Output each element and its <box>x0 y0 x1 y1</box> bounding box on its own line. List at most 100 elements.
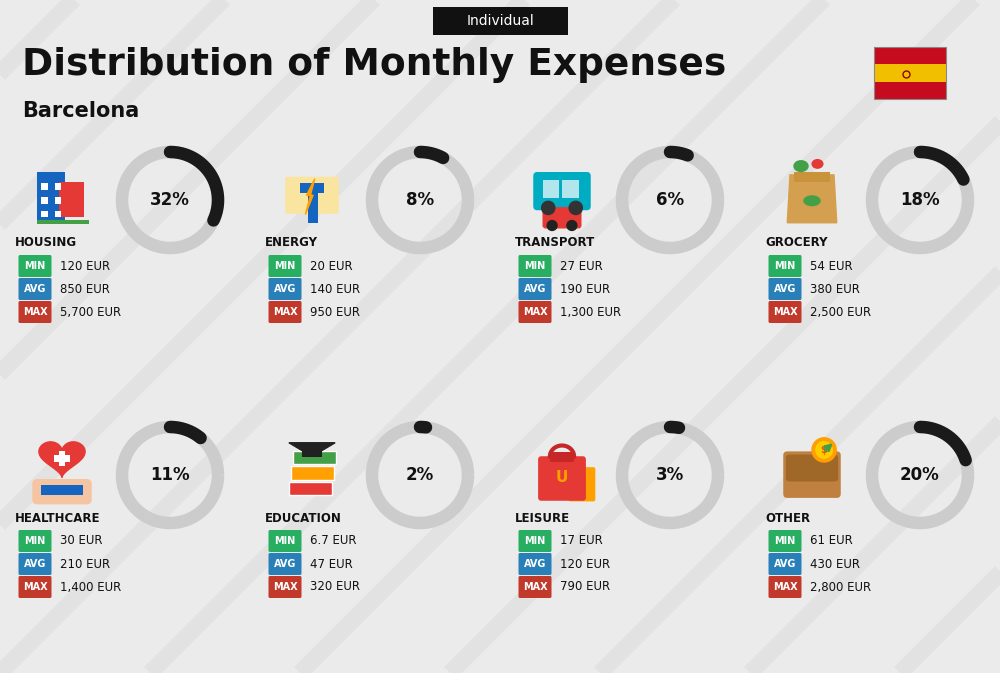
Text: MIN: MIN <box>524 536 546 546</box>
Text: 430 EUR: 430 EUR <box>810 557 860 571</box>
Circle shape <box>816 441 832 458</box>
Text: AVG: AVG <box>774 284 796 294</box>
Circle shape <box>547 221 557 230</box>
Text: 32%: 32% <box>150 191 190 209</box>
Text: MIN: MIN <box>774 261 796 271</box>
Text: 380 EUR: 380 EUR <box>810 283 860 295</box>
Text: AVG: AVG <box>774 559 796 569</box>
Text: 2,800 EUR: 2,800 EUR <box>810 581 871 594</box>
FancyBboxPatch shape <box>768 576 801 598</box>
Text: 950 EUR: 950 EUR <box>310 306 360 318</box>
Text: MIN: MIN <box>24 261 46 271</box>
Text: MIN: MIN <box>524 261 546 271</box>
Text: HEALTHCARE: HEALTHCARE <box>15 511 100 524</box>
FancyBboxPatch shape <box>518 278 552 300</box>
Text: 27 EUR: 27 EUR <box>560 260 603 273</box>
FancyBboxPatch shape <box>783 452 841 498</box>
FancyBboxPatch shape <box>542 207 582 229</box>
FancyBboxPatch shape <box>18 553 52 575</box>
FancyBboxPatch shape <box>268 553 302 575</box>
Text: 6.7 EUR: 6.7 EUR <box>310 534 356 548</box>
FancyBboxPatch shape <box>518 576 552 598</box>
Text: 850 EUR: 850 EUR <box>60 283 110 295</box>
FancyBboxPatch shape <box>308 192 318 223</box>
Polygon shape <box>289 443 335 456</box>
Text: GROCERY: GROCERY <box>765 236 828 250</box>
Text: 17 EUR: 17 EUR <box>560 534 603 548</box>
Text: 320 EUR: 320 EUR <box>310 581 360 594</box>
Text: LEISURE: LEISURE <box>515 511 570 524</box>
FancyBboxPatch shape <box>268 278 302 300</box>
FancyBboxPatch shape <box>32 479 92 504</box>
Ellipse shape <box>793 160 809 172</box>
Text: MAX: MAX <box>273 307 297 317</box>
Text: 190 EUR: 190 EUR <box>560 283 610 295</box>
Text: ENERGY: ENERGY <box>265 236 318 250</box>
Ellipse shape <box>803 195 821 206</box>
Text: 140 EUR: 140 EUR <box>310 283 360 295</box>
FancyBboxPatch shape <box>293 451 336 464</box>
FancyBboxPatch shape <box>59 182 84 217</box>
FancyBboxPatch shape <box>768 278 801 300</box>
Text: MIN: MIN <box>274 536 296 546</box>
Text: MAX: MAX <box>273 582 297 592</box>
Text: 2,500 EUR: 2,500 EUR <box>810 306 871 318</box>
FancyBboxPatch shape <box>268 301 302 323</box>
Text: AVG: AVG <box>274 284 296 294</box>
FancyBboxPatch shape <box>41 197 48 203</box>
FancyBboxPatch shape <box>302 446 322 456</box>
Text: 20 EUR: 20 EUR <box>310 260 353 273</box>
FancyBboxPatch shape <box>55 211 61 217</box>
Text: Barcelona: Barcelona <box>22 101 139 121</box>
Text: $: $ <box>821 445 827 455</box>
FancyBboxPatch shape <box>55 197 61 203</box>
Circle shape <box>569 201 582 215</box>
Polygon shape <box>39 442 85 477</box>
Circle shape <box>542 201 555 215</box>
Text: 120 EUR: 120 EUR <box>560 557 610 571</box>
FancyBboxPatch shape <box>768 553 801 575</box>
Text: AVG: AVG <box>524 284 546 294</box>
FancyBboxPatch shape <box>18 576 52 598</box>
FancyBboxPatch shape <box>538 456 586 501</box>
FancyBboxPatch shape <box>874 82 946 99</box>
FancyBboxPatch shape <box>518 530 552 552</box>
Text: Distribution of Monthly Expenses: Distribution of Monthly Expenses <box>22 47 726 83</box>
Text: 11%: 11% <box>150 466 190 484</box>
FancyBboxPatch shape <box>41 211 48 217</box>
FancyBboxPatch shape <box>768 255 801 277</box>
Text: MAX: MAX <box>23 582 47 592</box>
FancyBboxPatch shape <box>432 7 568 35</box>
Text: MIN: MIN <box>24 536 46 546</box>
FancyBboxPatch shape <box>54 456 70 462</box>
FancyBboxPatch shape <box>533 172 591 210</box>
Text: AVG: AVG <box>274 559 296 569</box>
FancyBboxPatch shape <box>18 278 52 300</box>
FancyBboxPatch shape <box>37 220 89 224</box>
Polygon shape <box>787 175 837 223</box>
FancyBboxPatch shape <box>874 64 946 82</box>
FancyBboxPatch shape <box>518 301 552 323</box>
FancyBboxPatch shape <box>41 183 48 190</box>
FancyBboxPatch shape <box>786 454 838 481</box>
Text: AVG: AVG <box>24 284 46 294</box>
FancyBboxPatch shape <box>550 452 574 462</box>
FancyBboxPatch shape <box>268 255 302 277</box>
Text: 47 EUR: 47 EUR <box>310 557 353 571</box>
Text: 210 EUR: 210 EUR <box>60 557 110 571</box>
Text: MIN: MIN <box>774 536 796 546</box>
FancyBboxPatch shape <box>562 180 578 198</box>
FancyBboxPatch shape <box>291 466 334 480</box>
Text: MAX: MAX <box>773 582 797 592</box>
FancyBboxPatch shape <box>41 485 83 495</box>
FancyBboxPatch shape <box>18 255 52 277</box>
Text: TRANSPORT: TRANSPORT <box>515 236 595 250</box>
Text: 30 EUR: 30 EUR <box>60 534 103 548</box>
Text: OTHER: OTHER <box>765 511 810 524</box>
Text: MAX: MAX <box>523 582 547 592</box>
Text: 8%: 8% <box>406 191 434 209</box>
FancyBboxPatch shape <box>55 183 61 190</box>
FancyBboxPatch shape <box>268 576 302 598</box>
FancyBboxPatch shape <box>59 451 65 466</box>
Text: 20%: 20% <box>900 466 940 484</box>
